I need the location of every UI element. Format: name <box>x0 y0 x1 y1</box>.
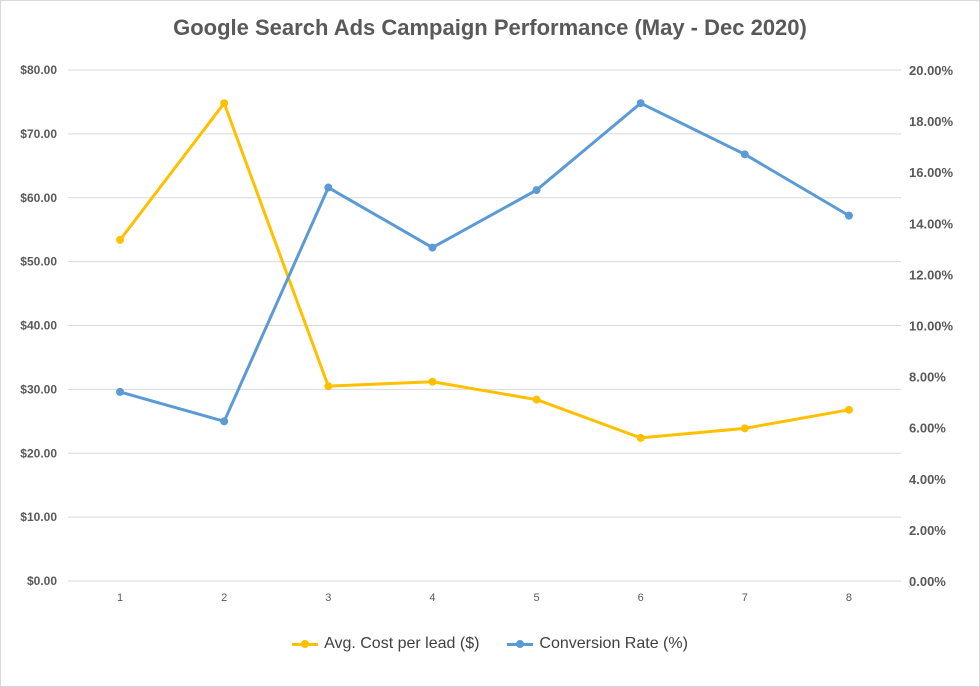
y-right-tick-label: 20.00% <box>909 63 954 78</box>
y-right-tick-label: 8.00% <box>909 370 946 385</box>
data-point-conversion <box>324 183 333 192</box>
data-point-cost <box>740 424 749 433</box>
y-right-tick-label: 4.00% <box>909 472 946 487</box>
data-point-cost <box>220 99 229 108</box>
data-point-cost <box>116 235 125 244</box>
y-left-tick-label: $70.00 <box>20 127 57 141</box>
data-point-conversion <box>844 211 853 220</box>
data-point-conversion <box>636 99 645 108</box>
y-right-tick-label: 14.00% <box>909 216 954 231</box>
series-line-cost <box>118 101 850 440</box>
y-left-tick-label: $80.00 <box>20 63 57 77</box>
y-left-tick-label: $30.00 <box>20 382 57 396</box>
chart-legend: Avg. Cost per lead ($) Conversion Rate (… <box>1 635 979 653</box>
legend-label-cost: Avg. Cost per lead ($) <box>324 635 480 652</box>
data-point-cost <box>844 405 853 414</box>
legend-item-cost: Avg. Cost per lead ($) <box>292 635 479 653</box>
data-point-cost <box>532 395 541 404</box>
y-left-tick-label: $40.00 <box>20 319 57 333</box>
x-tick-label: 5 <box>534 592 540 604</box>
x-tick-label: 3 <box>325 592 331 604</box>
y-left-tick-label: $60.00 <box>20 191 57 205</box>
y-left-tick-label: $50.00 <box>20 255 57 269</box>
legend-swatch-conversion <box>507 639 534 648</box>
y-left-tick-label: $0.00 <box>27 574 57 588</box>
x-tick-label: 2 <box>221 592 227 604</box>
data-point-cost <box>324 382 333 391</box>
y-left-tick-label: $20.00 <box>20 446 57 460</box>
series-line-conversion <box>119 101 850 423</box>
chart-title: Google Search Ads Campaign Performance (… <box>173 15 807 40</box>
data-point-conversion <box>116 387 125 396</box>
x-tick-label: 7 <box>742 592 748 604</box>
data-point-conversion <box>220 417 229 426</box>
legend-label-conversion: Conversion Rate (%) <box>539 635 688 652</box>
legend-swatch-cost <box>292 639 319 648</box>
legend-item-conversion: Conversion Rate (%) <box>507 635 688 653</box>
y-right-tick-label: 6.00% <box>909 421 946 436</box>
y-right-tick-label: 2.00% <box>909 523 946 538</box>
y-right-tick-label: 12.00% <box>909 267 954 282</box>
x-tick-label: 1 <box>117 592 123 604</box>
data-point-cost <box>428 377 437 386</box>
y-right-tick-label: 16.00% <box>909 165 954 180</box>
y-right-tick-label: 10.00% <box>909 319 954 334</box>
y-right-tick-label: 18.00% <box>909 114 954 129</box>
y-left-tick-label: $10.00 <box>20 510 57 524</box>
x-tick-label: 8 <box>846 592 852 604</box>
x-tick-label: 4 <box>429 592 435 604</box>
y-right-tick-label: 0.00% <box>909 574 946 589</box>
data-point-conversion <box>740 150 749 159</box>
x-tick-label: 6 <box>638 592 644 604</box>
data-point-cost <box>636 433 645 442</box>
data-point-conversion <box>428 243 437 252</box>
data-point-conversion <box>532 186 541 195</box>
